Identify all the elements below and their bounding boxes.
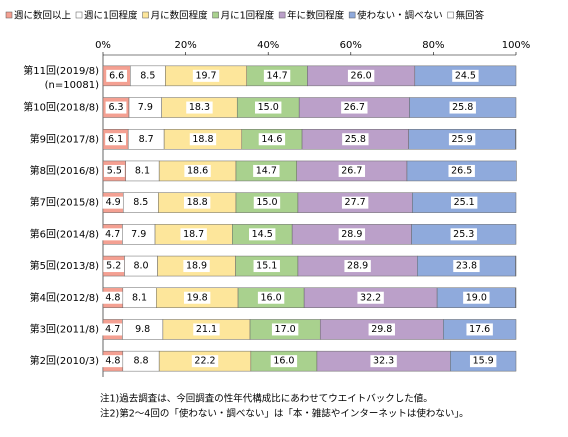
data-label: 24.5 [455,70,476,81]
legend-swatch [279,12,285,18]
x-tick-label: 60% [340,40,362,51]
data-label: 5.5 [107,165,122,176]
data-label: 6.6 [109,70,124,81]
y-tick-label: 第5回(2013/8) [30,259,99,272]
data-label: 15.1 [256,261,277,272]
data-label: 25.8 [345,134,366,145]
data-label: 25.1 [454,197,475,208]
data-label: 8.8 [133,356,148,367]
y-tick-label: 第6回(2014/8) [30,227,99,240]
data-label: 4.8 [105,356,120,367]
data-label: 15.0 [258,102,279,113]
note: 注1)過去調査は、今回調査の性年代構成比にあわせてウエイトバックした値。 [100,393,433,405]
legend-swatch [143,12,149,18]
legend-swatch [6,12,12,18]
data-label: 8.5 [133,197,148,208]
legend-swatch [76,12,82,18]
y-tick-label: 第4回(2012/8) [30,291,99,304]
legend-label: 週に数回以上 [14,10,72,22]
data-label: 14.7 [267,70,288,81]
data-label: 18.6 [187,165,208,176]
data-label: 18.7 [183,229,204,240]
data-label: 23.8 [456,261,477,272]
data-label: 18.9 [186,261,207,272]
data-label: 16.0 [261,292,282,303]
data-label: 26.7 [341,165,362,176]
data-label: 26.7 [344,102,365,113]
data-label: 27.7 [345,197,366,208]
data-label: 7.9 [131,229,146,240]
x-tick-label: 40% [257,40,279,51]
x-tick-label: 20% [174,40,196,51]
data-label: 18.8 [187,197,208,208]
legend-label: 週に1回程度 [84,10,138,22]
data-label: 28.9 [347,261,368,272]
data-label: 6.3 [108,102,123,113]
data-label: 4.8 [105,292,120,303]
legend-label: 使わない・調べない [357,10,443,22]
data-label: 22.2 [194,356,215,367]
note: 注2)第2～4回の「使わない・調べない」は「本・雑誌やインターネットは使わない」… [100,408,469,420]
data-label: 19.8 [187,292,208,303]
data-label: 14.6 [261,134,282,145]
data-label: 8.1 [132,292,147,303]
data-label: 25.8 [452,102,473,113]
data-label: 28.9 [341,229,362,240]
data-label: 5.2 [106,261,121,272]
y-tick-label: 第9回(2017/8) [30,132,99,145]
y-tick-label: 第8回(2016/8) [30,164,99,177]
legend-label: 月に数回程度 [151,10,209,22]
data-label: 8.1 [135,165,150,176]
data-label: 4.7 [105,324,120,335]
x-tick-label: 80% [422,40,444,51]
data-label: 26.5 [451,165,472,176]
data-label: 14.5 [252,229,273,240]
legend-swatch [349,12,355,18]
y-tick-label: 第11回(2019/8) [23,64,99,77]
data-label: 18.8 [192,134,213,145]
y-tick-label: 第3回(2011/8) [30,322,99,335]
y-tick-label: 第7回(2015/8) [30,196,99,209]
data-label: 14.7 [256,165,277,176]
legend-label: 年に数回程度 [287,10,345,22]
data-label: 32.2 [360,292,381,303]
y-tick-label: 第10回(2018/8) [23,101,99,114]
legend-swatch [448,12,454,18]
data-label: 4.9 [106,197,121,208]
data-label: 4.7 [105,229,120,240]
data-label: 15.9 [473,356,494,367]
data-label: 8.0 [133,261,148,272]
data-label: 18.3 [189,102,210,113]
data-label: 29.8 [371,324,392,335]
data-label: 17.6 [469,324,490,335]
data-label: 17.0 [275,324,296,335]
data-label: 21.1 [196,324,217,335]
data-label: 19.7 [195,70,216,81]
data-label: 26.0 [351,70,372,81]
data-label: 25.9 [452,134,473,145]
legend-swatch [213,12,219,18]
data-label: 8.7 [139,134,154,145]
data-label: 25.3 [453,229,474,240]
data-label: 32.3 [373,356,394,367]
data-label: 16.0 [273,356,294,367]
data-label: 19.0 [466,292,487,303]
legend-label: 月に1回程度 [221,10,275,22]
data-label: 6.1 [108,134,123,145]
sample-label: (n=10081) [45,80,99,91]
x-tick-label: 100% [502,40,531,51]
data-label: 9.8 [135,324,150,335]
legend-label: 無回答 [456,10,485,22]
y-tick-label: 第2回(2010/3) [30,354,99,367]
data-label: 15.0 [256,197,277,208]
x-tick-label: 0% [95,40,111,51]
data-label: 8.5 [140,70,155,81]
data-label: 7.9 [138,102,153,113]
